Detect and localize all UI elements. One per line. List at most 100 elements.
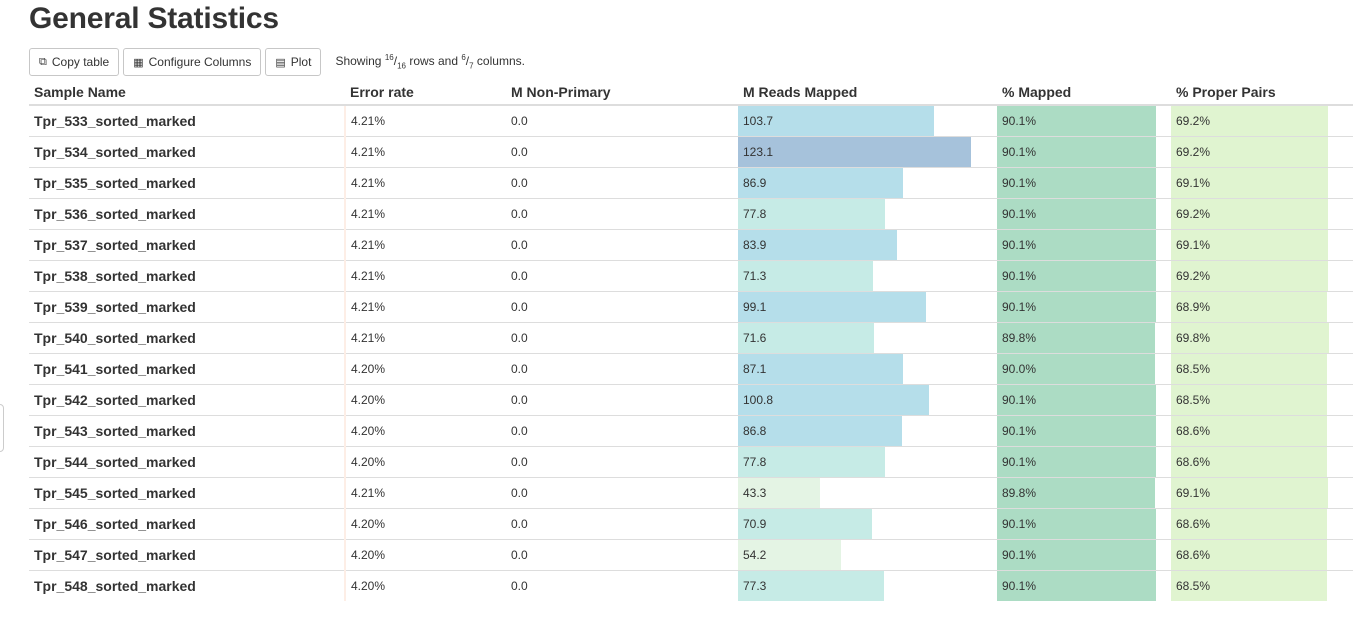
pct-proper-cell: 69.1% [1171, 477, 1353, 509]
reads-mapped-value: 103.7 [743, 114, 774, 128]
table-row: Tpr_542_sorted_marked 4.20% 0.0 100.8 90.1% 6… [29, 384, 1353, 416]
pct-proper-cell: 68.5% [1171, 353, 1353, 385]
pct-proper-cell: 68.9% [1171, 291, 1353, 323]
error-rate-cell: 4.20% [344, 539, 506, 571]
page-title: General Statistics [29, 2, 279, 35]
pct-proper-bar [1171, 230, 1328, 260]
pct-mapped-value: 90.1% [1002, 548, 1037, 562]
sample-name-cell: Tpr_538_sorted_marked [29, 260, 345, 292]
pct-mapped-value: 90.1% [1002, 300, 1037, 314]
reads-mapped-value: 87.1 [743, 362, 767, 376]
column-header-m-reads-mapped[interactable]: M Reads Mapped [736, 80, 995, 106]
pct-mapped-value: 90.1% [1002, 114, 1037, 128]
pct-mapped-bar [997, 137, 1156, 167]
column-header-error-rate[interactable]: Error rate [345, 80, 506, 106]
pct-proper-cell: 69.1% [1171, 167, 1353, 199]
pct-proper-value: 68.6% [1176, 548, 1211, 562]
pct-mapped-bar [997, 323, 1155, 353]
table-toolbar: ⧉ Copy table ▦ Configure Columns ▤ Plot … [29, 47, 525, 77]
pct-mapped-cell: 90.1% [995, 539, 1171, 571]
pct-mapped-cell: 90.1% [995, 508, 1171, 540]
non-primary-cell: 0.0 [506, 384, 736, 416]
copy-table-button[interactable]: ⧉ Copy table [29, 48, 120, 76]
non-primary-cell: 0.0 [506, 539, 736, 571]
pct-mapped-cell: 89.8% [995, 322, 1171, 354]
pct-mapped-bar [997, 261, 1156, 291]
reads-mapped-value: 83.9 [743, 238, 767, 252]
pct-proper-cell: 68.6% [1171, 508, 1353, 540]
table-row: Tpr_545_sorted_marked 4.21% 0.0 43.3 89.8% 69… [29, 477, 1353, 509]
reads-mapped-value: 77.8 [743, 455, 767, 469]
pct-mapped-value: 90.1% [1002, 207, 1037, 221]
pct-mapped-bar [997, 540, 1156, 570]
reads-mapped-cell: 43.3 [736, 477, 995, 509]
pct-proper-value: 68.6% [1176, 455, 1211, 469]
pct-proper-cell: 68.6% [1171, 446, 1353, 478]
reads-mapped-bar [738, 199, 886, 229]
error-rate-cell: 4.21% [344, 104, 506, 137]
table-row: Tpr_548_sorted_marked 4.20% 0.0 77.3 90.1% 68… [29, 570, 1353, 601]
pct-proper-value: 69.2% [1176, 114, 1211, 128]
pct-proper-cell: 68.6% [1171, 539, 1353, 571]
column-header-pct-mapped[interactable]: % Mapped [995, 80, 1171, 106]
non-primary-cell: 0.0 [506, 291, 736, 323]
showing-summary: Showing 16/16 rows and 6/7 columns. [335, 53, 525, 71]
column-header-sample-name[interactable]: Sample Name [29, 80, 345, 106]
error-rate-cell: 4.20% [344, 570, 506, 601]
configure-columns-button[interactable]: ▦ Configure Columns [123, 48, 262, 76]
pct-proper-cell: 69.1% [1171, 229, 1353, 261]
pct-proper-value: 69.2% [1176, 207, 1211, 221]
sample-name-cell: Tpr_540_sorted_marked [29, 322, 345, 354]
pct-mapped-bar [997, 199, 1156, 229]
reads-mapped-value: 54.2 [743, 548, 767, 562]
non-primary-cell: 0.0 [506, 415, 736, 447]
pct-mapped-value: 90.1% [1002, 517, 1037, 531]
reads-mapped-bar [738, 261, 873, 291]
reads-mapped-value: 86.9 [743, 176, 767, 190]
reads-mapped-cell: 70.9 [736, 508, 995, 540]
non-primary-cell: 0.0 [506, 446, 736, 478]
pct-mapped-value: 90.1% [1002, 424, 1037, 438]
error-rate-cell: 4.20% [344, 353, 506, 385]
pct-mapped-bar [997, 447, 1156, 477]
non-primary-cell: 0.0 [506, 136, 736, 168]
configure-columns-label: Configure Columns [148, 55, 252, 69]
plot-button[interactable]: ▤ Plot [265, 48, 322, 76]
sample-name-cell: Tpr_546_sorted_marked [29, 508, 345, 540]
pct-mapped-value: 89.8% [1002, 331, 1037, 345]
table-row: Tpr_539_sorted_marked 4.21% 0.0 99.1 90.1% 68… [29, 291, 1353, 323]
reads-mapped-bar [738, 447, 886, 477]
error-rate-cell: 4.20% [344, 508, 506, 540]
reads-mapped-value: 77.8 [743, 207, 767, 221]
table-row: Tpr_541_sorted_marked 4.20% 0.0 87.1 90.0% 68… [29, 353, 1353, 385]
pct-proper-value: 69.1% [1176, 176, 1211, 190]
reads-mapped-bar [738, 540, 841, 570]
pct-proper-bar [1171, 478, 1328, 508]
copy-icon: ⧉ [39, 55, 47, 68]
pct-proper-bar [1171, 540, 1327, 570]
pct-mapped-value: 90.1% [1002, 238, 1037, 252]
pct-proper-value: 68.6% [1176, 517, 1211, 531]
table-row: Tpr_546_sorted_marked 4.20% 0.0 70.9 90.1% 68… [29, 508, 1353, 540]
side-toolbox-tab[interactable] [0, 404, 4, 452]
copy-table-label: Copy table [51, 55, 110, 69]
pct-proper-cell: 69.2% [1171, 198, 1353, 230]
sample-name-cell: Tpr_539_sorted_marked [29, 291, 345, 323]
column-header-pct-proper-pairs[interactable]: % Proper Pairs [1171, 80, 1353, 106]
pct-proper-bar [1171, 323, 1330, 353]
pct-proper-bar [1171, 292, 1328, 322]
pct-mapped-bar [997, 385, 1156, 415]
error-rate-cell: 4.21% [344, 167, 506, 199]
column-header-m-non-primary[interactable]: M Non-Primary [506, 80, 736, 106]
reads-mapped-cell: 71.6 [736, 322, 995, 354]
reads-mapped-value: 70.9 [743, 517, 767, 531]
pct-mapped-bar [997, 509, 1156, 539]
pct-mapped-cell: 90.1% [995, 415, 1171, 447]
pct-proper-bar [1171, 354, 1327, 384]
table-row: Tpr_533_sorted_marked 4.21% 0.0 103.7 90.1% 6… [29, 104, 1353, 137]
pct-proper-bar [1171, 447, 1327, 477]
pct-proper-cell: 69.2% [1171, 104, 1353, 137]
pct-proper-cell: 68.5% [1171, 384, 1353, 416]
sample-name-cell: Tpr_541_sorted_marked [29, 353, 345, 385]
reads-mapped-value: 86.8 [743, 424, 767, 438]
